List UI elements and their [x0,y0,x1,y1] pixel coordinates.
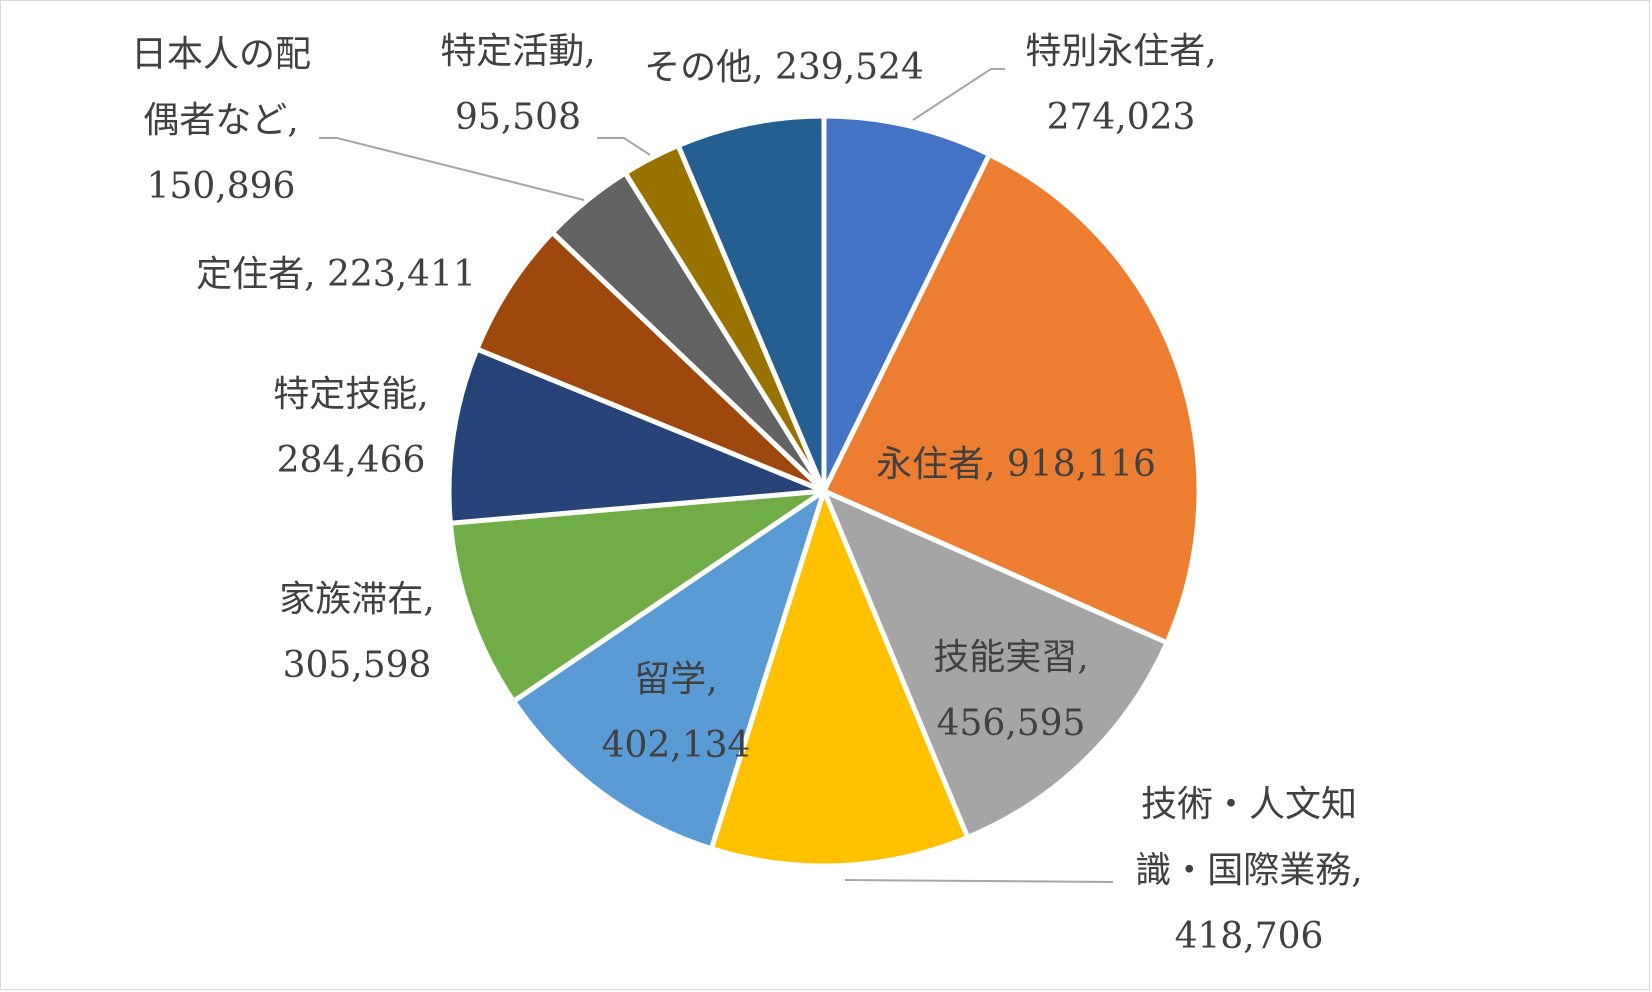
slice-label-teijusha: 定住者, 223,411 [196,254,476,295]
slice-label-line: 特別永住者, [1025,31,1216,72]
slice-label-line: その他, 239,524 [644,47,924,88]
leader-line-gijutsu-jinbun [844,879,1114,883]
slice-label-kazoku-taizai: 家族滞在, 305,598 [279,579,434,686]
leader-line-tokutei-katsudo [597,137,651,156]
pie-slice-kazoku-taizai [447,488,827,704]
slice-label-eijusha: 永住者, 918,116 [876,444,1156,485]
slice-label-line: 150,896 [147,166,296,207]
pie-slice-tokutei-gino [446,346,827,526]
slice-label-line: 特定技能, [273,374,428,415]
slice-labels: 特別永住者, 274,023 永住者, 918,116 技能実習, 456,595 技術・… [131,31,1363,957]
slice-label-line: 284,466 [277,440,426,481]
slice-label-line: 留学, [634,659,717,700]
slice-label-nihonjin-haigusha: 日本人の配偶者など, 150,896 [131,34,311,207]
slice-label-gino-jisshu: 技能実習, 456,595 [933,637,1088,744]
slice-label-tokubetsu-eijusha: 特別永住者, 274,023 [1025,31,1216,138]
slice-label-line: 274,023 [1047,97,1196,138]
slice-label-line: 418,706 [1175,916,1324,957]
slice-label-line: 偶者など, [143,100,298,141]
pie-slice-sonota [675,113,827,494]
slice-label-line: 305,598 [283,645,432,686]
pie-slices [446,113,1202,869]
pie-slice-teijusha [474,229,827,494]
pie-slice-gijutsu-jinbun [708,488,971,869]
slice-label-sonota: その他, 239,524 [644,47,924,88]
slice-label-line: 識・国際業務, [1135,850,1362,891]
pie-slice-gino-jisshu [821,488,1170,840]
slice-label-line: 技能実習, [933,637,1088,678]
slice-label-line: 402,134 [602,725,751,766]
slice-label-tokutei-katsudo: 特定活動, 95,508 [440,31,595,138]
slice-label-line: 456,595 [937,703,1086,744]
slice-label-gijutsu-jinbun: 技術・人文知識・国際業務, 418,706 [1135,784,1362,957]
leader-lines [319,68,1114,883]
slice-label-ryugaku: 留学, 402,134 [602,659,751,766]
slice-label-line: 永住者, 918,116 [876,444,1156,485]
slice-label-line: 95,508 [455,97,581,138]
slice-label-line: 日本人の配 [131,34,311,75]
leader-line-nihonjin-haigusha [319,137,585,201]
pie-slice-ryugaku [511,488,827,852]
slice-label-line: 定住者, 223,411 [196,254,476,295]
slice-label-line: 家族滞在, [279,579,434,620]
leader-line-tokubetsu-eijusha [912,68,1005,121]
pie-slice-tokubetsu-eijusha [821,113,992,494]
slice-label-line: 特定活動, [440,31,595,72]
slice-label-tokutei-gino: 特定技能, 284,466 [273,374,428,481]
slice-label-line: 技術・人文知 [1141,784,1357,825]
pie-slice-eijusha [821,151,1202,646]
